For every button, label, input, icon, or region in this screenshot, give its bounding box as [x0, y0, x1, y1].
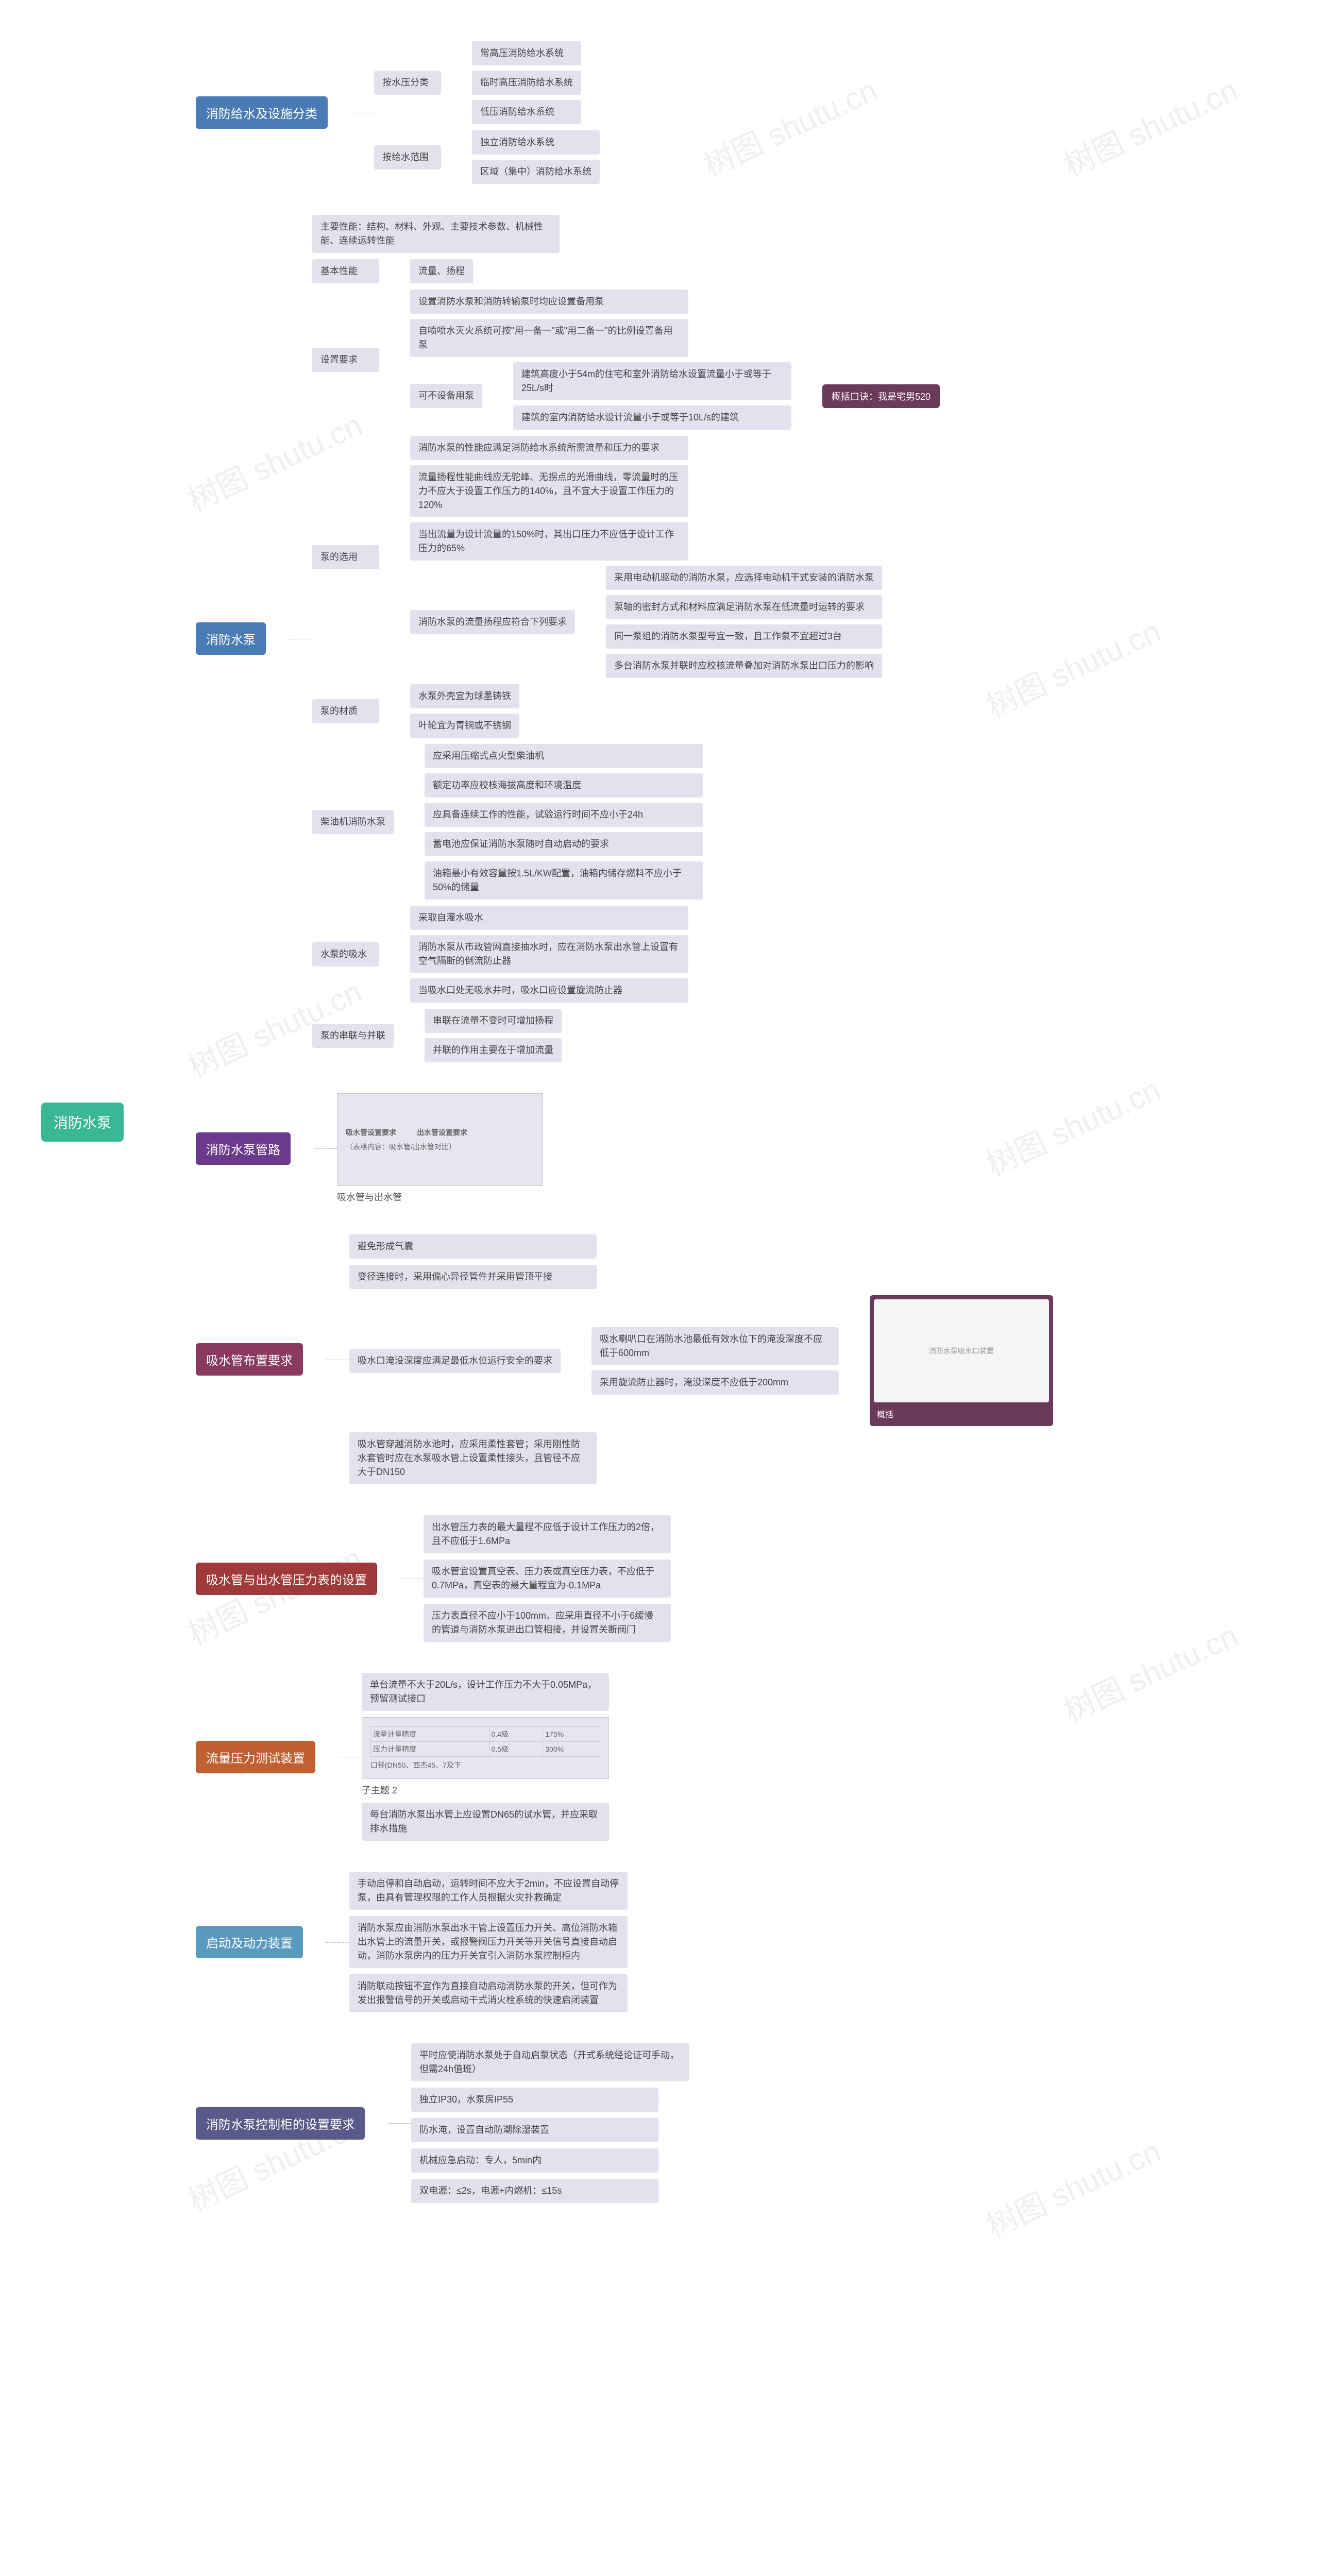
node[interactable]: 独立IP30，水泵房IP55: [411, 2088, 658, 2112]
node[interactable]: 可不设备用泵: [410, 384, 482, 408]
cell: 300%: [543, 1741, 600, 1756]
node[interactable]: 吸水口淹没深度应满足最低水位运行安全的要求: [349, 1349, 561, 1373]
cell: 175%: [543, 1726, 600, 1741]
branch-start: 启动及动力装置 手动启停和自动启动，运转时间不应大于2min，不应设置自动停泵，…: [196, 1872, 1053, 2012]
branches-container: 消防给水及设施分类 按水压分类 常高压消防给水系统 临时高压消防给水系统 低压消…: [196, 41, 1053, 2203]
callout-box: 消防水泵吸水口装置 概括: [870, 1295, 1053, 1426]
node[interactable]: 防水淹，设置自动防潮除湿装置: [411, 2118, 658, 2142]
node[interactable]: 设置要求: [312, 348, 379, 372]
node[interactable]: 同一泵组的消防水泵型号宜一致，且工作泵不宜超过3台: [606, 624, 882, 649]
node[interactable]: 水泵外壳宜为球墨铸铁: [410, 684, 519, 708]
node[interactable]: 吸水管宜设置真空表、压力表或真空压力表，不应低于0.7MPa，真空表的最大量程宜…: [424, 1560, 671, 1598]
node[interactable]: 采用旋流防止器时，淹没深度不应低于200mm: [591, 1370, 839, 1395]
node[interactable]: 按给水范围: [374, 145, 441, 170]
node[interactable]: 消防水泵应由消防水泵出水干管上设置压力开关、高位消防水箱出水管上的流量开关，或报…: [349, 1916, 628, 1968]
l1-start[interactable]: 启动及动力装置: [196, 1926, 303, 1958]
pipe-table-image: 吸水管设置要求 出水管设置要求 （表格内容：吸水管/出水管对比）: [337, 1093, 543, 1186]
branch-control: 消防水泵控制柜的设置要求 平时应使消防水泵处于自动启泵状态（开式系统经论证可手动…: [196, 2043, 1053, 2203]
node[interactable]: 消防联动按钮不宜作为直接自动启动消防水泵的开关，但可作为发出报警信号的开关或启动…: [349, 1974, 628, 2012]
node[interactable]: 流量、扬程: [410, 259, 473, 283]
mindmap-root-container: 消防水泵 消防给水及设施分类 按水压分类 常高压消防给水系统 临时高压消防给水系…: [0, 41, 1319, 2203]
node[interactable]: 建筑的室内消防给水设计流量小于或等于10L/s的建筑: [513, 405, 791, 430]
node[interactable]: 低压消防给水系统: [472, 100, 581, 124]
node[interactable]: 泵轴的密封方式和材料应满足消防水泵在低流量时运转的要求: [606, 595, 882, 619]
cell: 0.5级: [489, 1741, 543, 1756]
node[interactable]: 吸水喇叭口在消防水池最低有效水位下的淹没深度不应低于600mm: [591, 1327, 839, 1365]
node[interactable]: 设置消防水泵和消防转输泵时均应设置备用泵: [410, 290, 688, 314]
node[interactable]: 额定功率应校核海拔高度和环境温度: [425, 773, 703, 798]
table-note: 口径(DN50、西杰45、7及下: [370, 1760, 600, 1770]
branch-suction: 吸水管布置要求 避免形成气囊 变径连接时，采用偏心异径管件并采用管顶平接 吸水口…: [196, 1234, 1053, 1484]
branch-flow: 流量压力测试装置 单台流量不大于20L/s，设计工作压力不大于0.05MPa，预…: [196, 1673, 1053, 1841]
branch-pipe: 消防水泵管路 吸水管设置要求 出水管设置要求 （表格内容：吸水管/出水管对比） …: [196, 1093, 1053, 1204]
node[interactable]: 临时高压消防给水系统: [472, 71, 581, 95]
node[interactable]: 串联在流量不变时可增加扬程: [425, 1009, 562, 1033]
node[interactable]: 泵的串联与并联: [312, 1024, 394, 1048]
node[interactable]: 蓄电池应保证消防水泵随时自动启动的要求: [425, 832, 703, 856]
node[interactable]: 消防水泵的流量扬程应符合下列要求: [410, 610, 575, 634]
node[interactable]: 当出流量为设计流量的150%时，其出口压力不应低于设计工作压力的65%: [410, 522, 688, 561]
node[interactable]: 出水管压力表的最大量程不应低于设计工作压力的2倍，且不应低于1.6MPa: [424, 1515, 671, 1553]
image-caption: 吸水管与出水管: [337, 1190, 543, 1204]
node[interactable]: 油箱最小有效容量按1.5L/KW配置，油箱内储存燃料不应小于50%的储量: [425, 861, 703, 900]
node[interactable]: 采用电动机驱动的消防水泵，应选择电动机干式安装的消防水泵: [606, 566, 882, 590]
node[interactable]: 消防水泵从市政管网直接抽水时，应在消防水泵出水管上设置有空气隔断的倒流防止器: [410, 935, 688, 973]
node[interactable]: 压力表直径不应小于100mm，应采用直径不小于6缓慢的管道与消防水泵进出口管相接…: [424, 1604, 671, 1642]
callout-image: 消防水泵吸水口装置: [874, 1299, 1049, 1402]
branch-gauge: 吸水管与出水管压力表的设置 出水管压力表的最大量程不应低于设计工作压力的2倍，且…: [196, 1515, 1053, 1642]
node[interactable]: 应具备连续工作的性能，试验运行时间不应小于24h: [425, 803, 703, 827]
l1-control[interactable]: 消防水泵控制柜的设置要求: [196, 2107, 365, 2140]
node[interactable]: 双电源：≤2s，电源+内燃机：≤15s: [411, 2179, 658, 2203]
flow-table: 流量计量精度 0.4级 175% 压力计量精度 0.5级 300%: [362, 1717, 609, 1779]
node[interactable]: 并联的作用主要在于增加流量: [425, 1038, 562, 1062]
node[interactable]: 水泵的吸水: [312, 942, 379, 967]
node[interactable]: 机械应急启动：专人，5min内: [411, 2148, 658, 2173]
node[interactable]: 主要性能：结构、材料、外观、主要技术参数、机械性能、连续运转性能: [312, 215, 560, 253]
node[interactable]: 采取自灌水吸水: [410, 906, 688, 930]
node[interactable]: 避免形成气囊: [349, 1234, 597, 1259]
branch-supply: 消防给水及设施分类 按水压分类 常高压消防给水系统 临时高压消防给水系统 低压消…: [196, 41, 1053, 184]
callout-note: 概括口诀：我是宅男520: [822, 384, 940, 408]
node[interactable]: 多台消防水泵并联时应校核流量叠加对消防水泵出口压力的影响: [606, 654, 882, 678]
node[interactable]: 手动启停和自动启动，运转时间不应大于2min，不应设置自动停泵，由具有管理权限的…: [349, 1872, 628, 1910]
image-caption: 子主题 2: [362, 1783, 609, 1797]
node[interactable]: 建筑高度小于54m的住宅和室外消防给水设置流量小于或等于25L/s时: [513, 362, 791, 400]
table-header: 吸水管设置要求: [346, 1127, 396, 1138]
node[interactable]: 吸水管穿越消防水池时，应采用柔性套管；采用刚性防水套管时应在水泵吸水管上设置柔性…: [349, 1432, 597, 1484]
node[interactable]: 叶轮宜为青铜或不锈钢: [410, 714, 519, 738]
node[interactable]: 每台消防水泵出水管上应设置DN65的试水管，并应采取排水措施: [362, 1803, 609, 1841]
node[interactable]: 变径连接时，采用偏心异径管件并采用管顶平接: [349, 1265, 597, 1289]
node[interactable]: 单台流量不大于20L/s，设计工作压力不大于0.05MPa，预留测试接口: [362, 1673, 609, 1711]
l1-supply[interactable]: 消防给水及设施分类: [196, 96, 328, 129]
node[interactable]: 区域（集中）消防给水系统: [472, 160, 600, 184]
node[interactable]: 基本性能: [312, 259, 379, 283]
cell: 流量计量精度: [371, 1726, 489, 1741]
cell: 0.4级: [489, 1726, 543, 1741]
l1-gauge[interactable]: 吸水管与出水管压力表的设置: [196, 1563, 377, 1595]
node[interactable]: 流量扬程性能曲线应无驼峰、无拐点的光滑曲线，零流量时的压力不应大于设置工作压力的…: [410, 465, 688, 517]
node[interactable]: 独立消防给水系统: [472, 130, 600, 155]
node[interactable]: 按水压分类: [374, 71, 441, 95]
node[interactable]: 泵的材质: [312, 699, 379, 723]
node[interactable]: 平时应使消防水泵处于自动启泵状态（开式系统经论证可手动，但需24h值班）: [411, 2043, 689, 2081]
node[interactable]: 泵的选用: [312, 545, 379, 569]
node[interactable]: 自喷喷水灭火系统可按"用一备一"或"用二备一"的比例设置备用泵: [410, 319, 688, 357]
l1-suction[interactable]: 吸水管布置要求: [196, 1343, 303, 1376]
table-note: （表格内容：吸水管/出水管对比）: [346, 1142, 534, 1152]
callout-label: 概括: [874, 1405, 1049, 1422]
node[interactable]: 常高压消防给水系统: [472, 41, 581, 65]
node[interactable]: 柴油机消防水泵: [312, 810, 394, 834]
l1-flow[interactable]: 流量压力测试装置: [196, 1741, 315, 1773]
cell: 压力计量精度: [371, 1741, 489, 1756]
l1-pipe[interactable]: 消防水泵管路: [196, 1132, 291, 1165]
l1-pump[interactable]: 消防水泵: [196, 622, 266, 655]
node[interactable]: 应采用压缩式点火型柴油机: [425, 744, 703, 768]
branch-pump: 消防水泵 主要性能：结构、材料、外观、主要技术参数、机械性能、连续运转性能 基本…: [196, 215, 1053, 1062]
node[interactable]: 当吸水口处无吸水井时，吸水口应设置旋流防止器: [410, 978, 688, 1003]
root-node[interactable]: 消防水泵: [41, 1103, 124, 1142]
node[interactable]: 消防水泵的性能应满足消防给水系统所需流量和压力的要求: [410, 436, 688, 460]
table-header: 出水管设置要求: [417, 1127, 467, 1138]
